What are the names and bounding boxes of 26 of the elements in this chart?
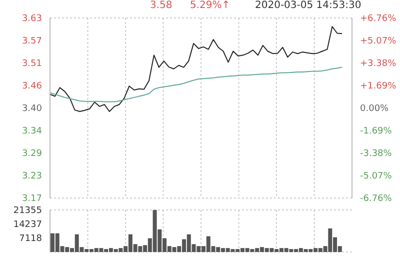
y2-tick-label: -3.38% [360, 149, 392, 159]
y2-tick-label: -6.76% [360, 194, 392, 204]
y2-tick-label: +1.69% [360, 82, 397, 92]
y-tick-label: 3.29 [22, 149, 42, 159]
line-series [50, 66, 343, 102]
y2-tick-label: +5.07% [360, 36, 397, 46]
y-tick-label: 3.34 [22, 126, 42, 136]
y-tick-label: 14237 [13, 220, 42, 230]
y-tick-label: 3.46 [22, 82, 42, 92]
y-tick-label: 3.57 [22, 36, 42, 46]
text: 3.58 [150, 0, 172, 12]
y2-tick-label: -5.07% [360, 172, 392, 182]
chart-subtitle: 2020-03-05 14:53:30 [255, 0, 362, 12]
text: 5.29%↑ [190, 0, 230, 12]
y-tick-label: 3.40 [22, 104, 42, 114]
y-tick-label: 3.51 [22, 59, 42, 69]
y2-tick-label: +3.38% [360, 59, 397, 69]
y-tick-label: 7118 [19, 234, 42, 244]
y2-tick-label: +6.76% [360, 14, 397, 24]
y-tick-label: 21355 [13, 206, 42, 216]
y-tick-label: 3.63 [22, 14, 42, 24]
y-tick-label: 3.23 [22, 172, 42, 182]
line-series [50, 26, 343, 112]
y2-tick-label: 0.00% [360, 104, 390, 114]
y2-tick-label: -1.69% [360, 126, 392, 136]
y-tick-label: 3.17 [22, 194, 42, 204]
